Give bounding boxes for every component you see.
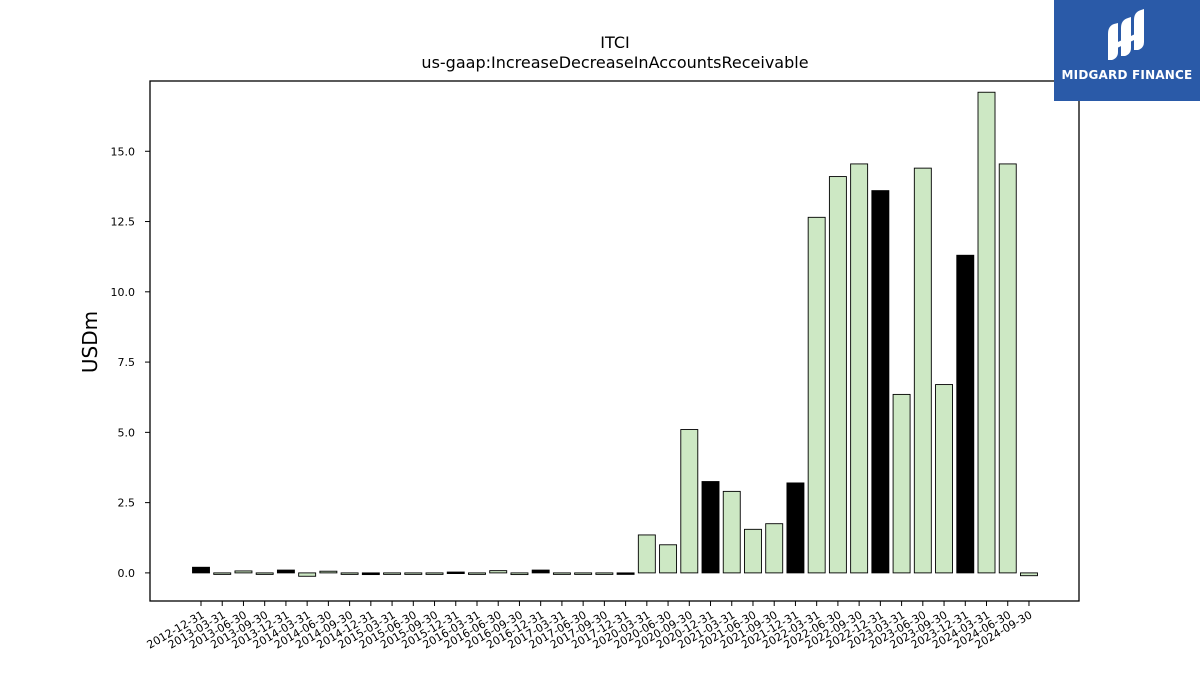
bar-2020-09-30 (680, 429, 699, 574)
bar-2022-06-30 (828, 176, 847, 574)
bar-2017-09-30 (595, 572, 614, 575)
bar-2014-09-30 (340, 572, 359, 575)
bar-2024-09-30 (1020, 572, 1038, 577)
bar-2015-03-31 (383, 572, 402, 575)
bar-2020-06-30 (659, 544, 678, 574)
bar-2013-03-31 (213, 572, 232, 575)
bar-2017-03-31 (552, 572, 571, 575)
bar-2021-06-30 (744, 528, 762, 574)
bar-2024-06-30 (998, 163, 1017, 574)
plot-frame (149, 80, 1080, 602)
bar-2016-06-30 (489, 570, 508, 574)
y-tick-label: 10.0 (111, 286, 136, 299)
bar-2016-03-31 (468, 572, 486, 575)
bar-2015-12-31 (446, 571, 465, 574)
bar-2015-09-30 (425, 572, 444, 575)
bar-2016-12-31 (531, 569, 550, 574)
bar-2023-09-30 (935, 384, 953, 574)
y-tick-label: 2.5 (118, 497, 136, 510)
bar-2014-12-31 (361, 572, 380, 576)
bar-2013-12-31 (276, 569, 295, 574)
y-tick-label: 12.5 (111, 216, 136, 229)
bar-2016-09-30 (510, 572, 529, 576)
bar-2021-12-31 (786, 482, 805, 574)
y-axis-label: USDm (78, 311, 102, 373)
bar-2017-06-30 (574, 572, 593, 575)
bar-2020-12-31 (701, 481, 720, 574)
logo-text: MIDGARD FINANCE (1061, 68, 1193, 82)
chart-title: ITCI (600, 33, 629, 52)
bar-2021-09-30 (765, 523, 784, 574)
bar-2024-03-31 (977, 91, 996, 574)
midgard-finance-logo: MIDGARD FINANCE (1054, 0, 1200, 101)
bar-2022-12-31 (871, 190, 890, 574)
bar-2020-03-31 (637, 534, 656, 574)
bar-2015-06-30 (404, 572, 423, 575)
bar-2013-09-30 (255, 572, 274, 575)
bar-2021-03-31 (722, 490, 741, 574)
y-ticks-group: 0.0 2.5 5.0 7.5 10.0 12.5 15.0 (111, 145, 150, 580)
bar-2013-06-30 (234, 570, 253, 574)
y-tick-label: 15.0 (111, 145, 136, 158)
bar-2023-06-30 (913, 167, 932, 574)
y-tick-label: 5.0 (118, 426, 136, 439)
y-tick-label: 0.0 (118, 567, 136, 580)
y-tick-label: 7.5 (118, 356, 136, 369)
bar-2017-12-31 (616, 572, 635, 575)
bar-2022-03-31 (807, 216, 826, 574)
bar-2023-03-31 (892, 393, 911, 574)
bar-2012-12-31 (192, 566, 210, 574)
chart-subtitle: us-gaap:IncreaseDecreaseInAccountsReceiv… (421, 53, 808, 72)
logo-mark-icon (1108, 9, 1144, 60)
bar-2014-06-30 (319, 570, 338, 574)
bar-2023-12-31 (956, 254, 975, 574)
bar-2014-03-31 (298, 572, 317, 577)
bar-2022-09-30 (850, 163, 869, 574)
x-ticks-group: 2012-12-312013-03-312013-06-302013-09-30… (145, 601, 1034, 652)
bars-group (192, 91, 1038, 577)
